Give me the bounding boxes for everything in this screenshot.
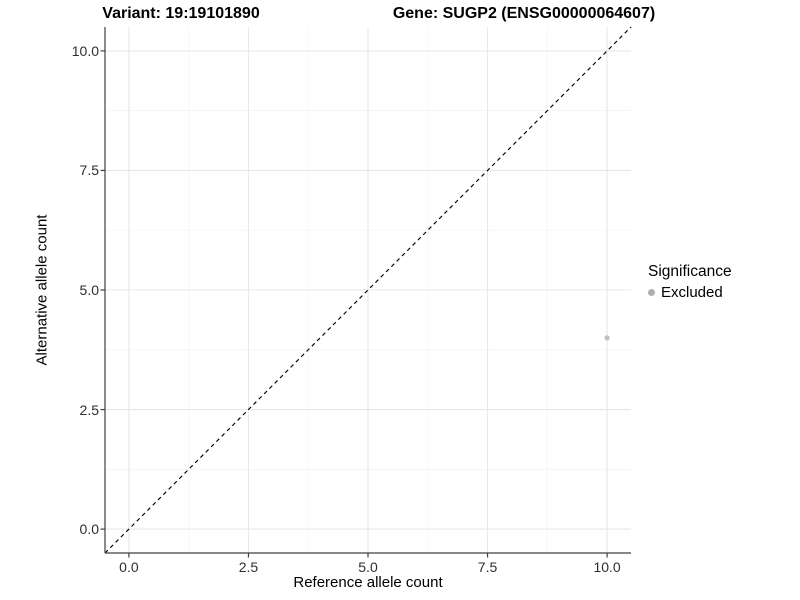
legend: Significance Excluded bbox=[648, 263, 732, 301]
y-axis-label: Alternative allele count bbox=[33, 214, 51, 366]
data-point bbox=[604, 335, 610, 341]
y-tick-label: 10.0 bbox=[71, 42, 99, 59]
identity-line bbox=[104, 26, 632, 554]
chart-title-variant: Variant: 19:19101890 bbox=[102, 5, 260, 22]
x-tick-label: 5.0 bbox=[358, 559, 378, 575]
y-tick-label: 0.0 bbox=[79, 521, 99, 538]
chart-title-gene: Gene: SUGP2 (ENSG00000064607) bbox=[392, 5, 656, 22]
y-tick-label: 7.5 bbox=[79, 162, 99, 179]
legend-key-dot bbox=[648, 289, 655, 296]
x-tick-label: 10.0 bbox=[593, 559, 621, 575]
legend-item-label: Excluded bbox=[661, 284, 723, 301]
x-tick-label: 7.5 bbox=[477, 559, 498, 575]
legend-item: Excluded bbox=[648, 284, 732, 301]
legend-title: Significance bbox=[648, 263, 732, 280]
x-tick-label: 2.5 bbox=[238, 559, 259, 575]
x-tick-label: 0.0 bbox=[119, 559, 139, 575]
y-tick-label: 2.5 bbox=[79, 401, 99, 418]
y-tick-label: 5.0 bbox=[79, 282, 99, 298]
x-axis-label: Reference allele count bbox=[293, 574, 443, 591]
